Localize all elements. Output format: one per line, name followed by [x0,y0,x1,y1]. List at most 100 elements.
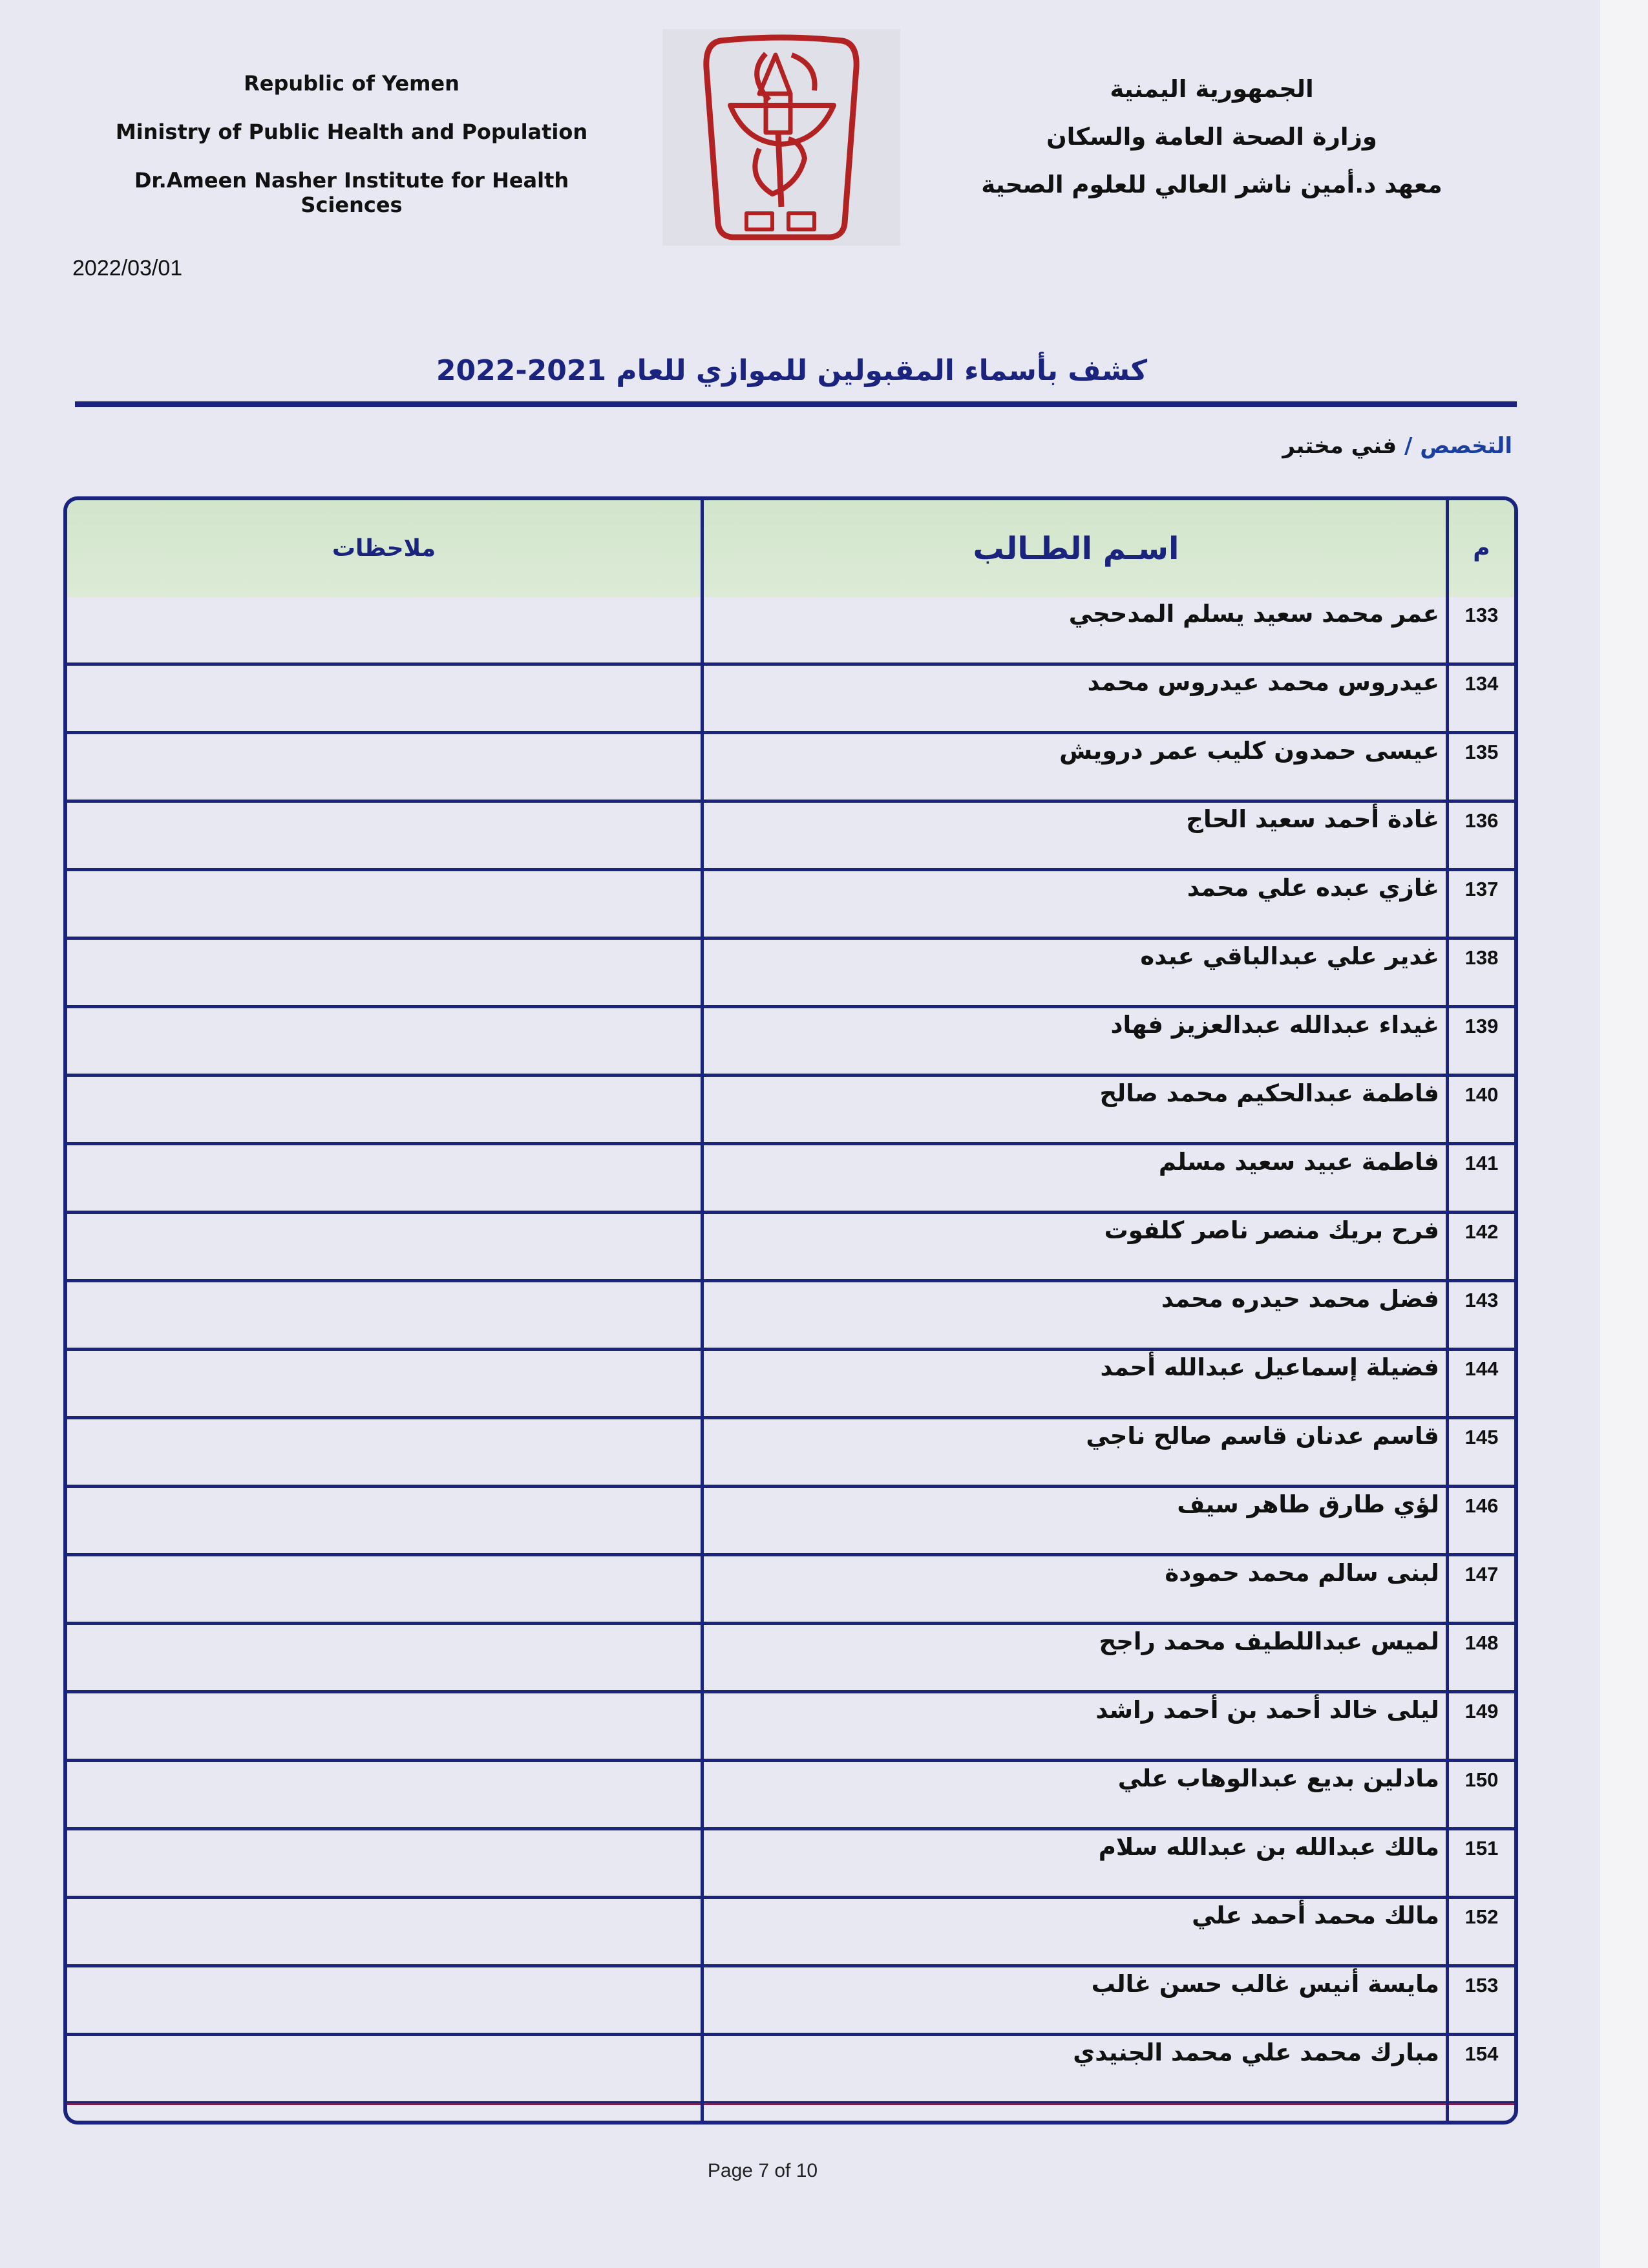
student-name: غدير علي عبدالباقي عبده [1140,942,1439,970]
student-name: فرح بريك منصر ناصر كلفوت [1104,1216,1439,1244]
student-name: مبارك محمد علي محمد الجنيدي [1073,2039,1439,2066]
row-number: 137 [1464,878,1499,900]
row-notes [67,1967,701,2033]
header-ar-line-1: الجمهورية اليمنية [1110,75,1314,103]
table-row: 140 فاطمة عبدالحكيم محمد صالح [67,1077,1514,1145]
row-number: 151 [1464,1837,1499,1860]
row-number: 134 [1464,672,1499,695]
student-name: عمر محمد سعيد يسلم المدحجي [1068,600,1439,628]
student-name: مادلين بديع عبدالوهاب علي [1117,1765,1439,1792]
row-notes [67,803,701,868]
row-number: 133 [1464,604,1499,626]
row-notes [67,1282,701,1348]
row-number: 154 [1464,2042,1499,2065]
row-number: 144 [1464,1357,1499,1380]
column-divider [701,500,704,2121]
student-name: فاطمة عبيد سعيد مسلم [1158,1148,1439,1176]
table-row: 144 فضيلة إسماعيل عبدالله أحمد [67,1351,1514,1419]
row-notes [67,597,701,662]
student-name: لؤي طارق طاهر سيف [1177,1490,1439,1518]
student-name: مالك محمد أحمد علي [1192,1902,1439,1929]
row-notes [67,1351,701,1416]
column-divider [1446,500,1449,2121]
row-notes [67,871,701,937]
table-row: 139 غيداء عبدالله عبدالعزيز فهاد [67,1008,1514,1077]
page-title: كشف بأسماء المقبولين للموازي للعام 2021-… [436,354,1148,387]
row-number: 140 [1464,1083,1499,1106]
row-notes [67,1625,701,1690]
row-notes [67,1488,701,1553]
row-number: 143 [1464,1289,1499,1311]
row-number: 136 [1464,809,1499,832]
row-notes [67,1693,701,1759]
student-name: فاطمة عبدالحكيم محمد صالح [1099,1079,1439,1107]
student-name: عيسى حمدون كليب عمر درويش [1059,737,1439,765]
page-number: Page 7 of 10 [707,2160,818,2181]
table-row: 135 عيسى حمدون كليب عمر درويش [67,734,1514,803]
row-number: 142 [1464,1220,1499,1243]
row-number: 152 [1464,1905,1499,1928]
table-row: 153 مايسة أنيس غالب حسن غالب [67,1967,1514,2036]
table-end-line [67,2103,1514,2105]
student-name: غيداء عبدالله عبدالعزيز فهاد [1110,1011,1439,1039]
table-row: 149 ليلى خالد أحمد بن أحمد راشد [67,1693,1514,1762]
table-row: 134 عيدروس محمد عيدروس محمد [67,666,1514,734]
row-notes [67,1830,701,1896]
table-row: 150 مادلين بديع عبدالوهاب علي [67,1762,1514,1830]
row-number: 153 [1464,1974,1499,1997]
table-row: 151 مالك عبدالله بن عبدالله سلام [67,1830,1514,1899]
row-notes [67,940,701,1005]
table-row: 136 غادة أحمد سعيد الحاج [67,803,1514,871]
row-notes [67,1419,701,1485]
student-name: ليلى خالد أحمد بن أحمد راشد [1095,1696,1439,1724]
row-notes [67,734,701,800]
column-header-notes: ملاحظات [332,535,436,562]
row-notes [67,666,701,731]
student-name: فضل محمد حيدره محمد [1161,1285,1439,1313]
row-number: 149 [1464,1700,1499,1722]
header-ar-line-2: وزارة الصحة العامة والسكان [1046,123,1377,151]
student-name: عيدروس محمد عيدروس محمد [1087,668,1439,696]
row-number: 135 [1464,741,1499,763]
student-name: لميس عبداللطيف محمد راجح [1099,1627,1439,1655]
row-number: 150 [1464,1768,1499,1791]
row-number: 148 [1464,1631,1499,1654]
students-table: م اسـم الطـالب ملاحظات 133 عمر محمد سعيد … [63,496,1518,2125]
row-number: 138 [1464,946,1499,969]
specialty-label: التخصص / [1404,433,1512,459]
table-row: 148 لميس عبداللطيف محمد راجح [67,1625,1514,1693]
table-row: 142 فرح بريك منصر ناصر كلفوت [67,1214,1514,1282]
table-row: 145 قاسم عدنان قاسم صالح ناجي [67,1419,1514,1488]
header-en-line-1: Republic of Yemen [244,71,460,96]
table-header [67,500,1514,597]
student-name: فضيلة إسماعيل عبدالله أحمد [1100,1353,1439,1381]
column-header-number: م [1473,535,1490,562]
row-notes [67,2036,701,2101]
specialty: التخصص / فني مختبر [1282,433,1512,459]
specialty-value: فني مختبر [1282,433,1397,459]
row-notes [67,1008,701,1074]
row-number: 147 [1464,1563,1499,1585]
title-divider [75,401,1517,407]
page-margin [1600,0,1648,2268]
header-en-line-3: Dr.Ameen Nasher Institute for Health Sci… [134,168,569,217]
table-row: 143 فضل محمد حيدره محمد [67,1282,1514,1351]
row-number: 141 [1464,1152,1499,1174]
row-notes [67,1762,701,1827]
student-name: غازي عبده علي محمد [1187,874,1439,902]
column-header-name: اسـم الطـالب [973,531,1179,567]
table-row: 147 لبنى سالم محمد حمودة [67,1556,1514,1625]
student-name: لبنى سالم محمد حمودة [1165,1559,1439,1587]
header-en-line-2: Ministry of Public Health and Population [115,120,588,144]
table-row: 152 مالك محمد أحمد علي [67,1899,1514,1967]
row-number: 145 [1464,1426,1499,1448]
row-number: 146 [1464,1494,1499,1517]
row-notes [67,1899,701,1964]
table-row: 146 لؤي طارق طاهر سيف [67,1488,1514,1556]
table-row: 154 مبارك محمد علي محمد الجنيدي [67,2036,1514,2104]
table-row: 138 غدير علي عبدالباقي عبده [67,940,1514,1008]
table-row: 133 عمر محمد سعيد يسلم المدحجي [67,597,1514,666]
student-name: غادة أحمد سعيد الحاج [1186,805,1439,833]
table-row: 141 فاطمة عبيد سعيد مسلم [67,1145,1514,1214]
document-date: 2022/03/01 [72,256,183,281]
